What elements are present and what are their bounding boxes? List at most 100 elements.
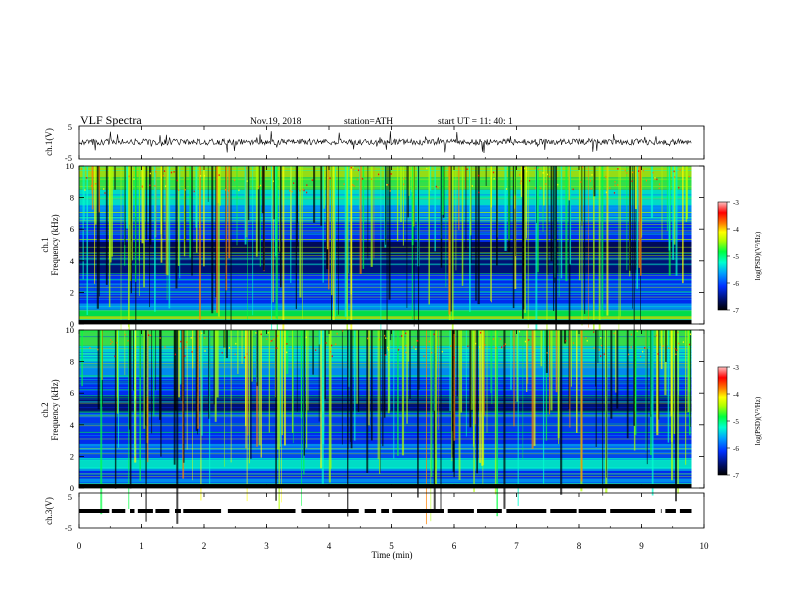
- spectrogram-streak: [682, 166, 684, 284]
- time-tick-label: 7: [514, 541, 519, 551]
- spectrogram-streak: [431, 330, 433, 477]
- ch1-waveform-trace: [78, 131, 692, 154]
- spectrogram-speck: [528, 180, 531, 182]
- spectrogram-speck: [585, 337, 587, 339]
- freq-tick-label: 6: [70, 388, 74, 398]
- spectrogram-streak: [349, 330, 351, 442]
- spectrogram-speck: [658, 187, 660, 190]
- spectrogram-speck: [593, 331, 595, 333]
- spectrogram-streak: [542, 166, 544, 232]
- freq-tick-label: 2: [70, 451, 74, 461]
- spectrogram-streak: [247, 330, 249, 436]
- spectrogram-streak: [666, 166, 668, 231]
- spectrogram-streak: [545, 330, 548, 441]
- spectrogram-streak: [633, 330, 636, 426]
- time-tick-label: 1: [139, 541, 144, 551]
- spectrogram-speck: [155, 170, 157, 173]
- spectrogram-streak: [200, 330, 202, 501]
- spectrogram-streak: [685, 330, 687, 465]
- spectrogram-speck: [545, 183, 547, 185]
- spectrogram-streak: [128, 166, 130, 340]
- spectrogram-line: [79, 252, 692, 254]
- spectrogram-speck: [276, 347, 278, 349]
- spectrogram-streak: [543, 166, 545, 206]
- spectrogram-streak: [563, 330, 567, 344]
- spectrogram-streak: [451, 330, 453, 462]
- spectrogram-streak: [451, 330, 454, 432]
- spectrogram-streak: [688, 330, 691, 392]
- spectrogram-speck: [315, 349, 317, 352]
- spectrogram-speck: [492, 338, 495, 340]
- spectrogram-speck: [159, 337, 161, 339]
- time-axis-label: Time (min): [372, 550, 413, 560]
- spectrogram-speck: [185, 346, 187, 348]
- spectrogram-band: [79, 273, 692, 283]
- spectrogram-streak: [141, 166, 144, 244]
- spectrogram-speck: [654, 176, 656, 179]
- ch2-colorbar: -3 -4 -5 -6 -7 log(PSD)(V²/Hz): [717, 364, 762, 480]
- spectrogram-speck: [593, 346, 595, 349]
- spectrogram-speck: [688, 343, 691, 346]
- spectrogram-streak: [248, 330, 250, 464]
- spectrogram-streak: [334, 166, 336, 317]
- spectrogram-streak: [236, 166, 238, 246]
- station-label: station=ATH: [344, 117, 393, 127]
- spectrogram-streak: [380, 166, 382, 348]
- spectrogram-streak: [554, 166, 556, 283]
- ch3-waveform-gap: [473, 509, 478, 513]
- spectrogram-streak: [385, 166, 387, 245]
- spectrogram-streak: [216, 166, 218, 313]
- spectrogram-streak: [370, 330, 373, 441]
- spectrogram-streak: [300, 330, 303, 419]
- spectrogram-streak: [116, 330, 118, 398]
- spectrogram-speck: [403, 183, 405, 186]
- spectrogram-streak: [209, 330, 211, 485]
- freq-tick-label: 10: [66, 325, 75, 335]
- spectrogram-speck: [103, 188, 105, 190]
- spectrogram-speck: [352, 166, 354, 168]
- spectrogram-speck: [133, 178, 135, 180]
- spectrogram-speck: [609, 187, 611, 189]
- spectrogram-speck: [475, 342, 477, 345]
- spectrogram-speck: [84, 189, 86, 191]
- spectrogram-streak: [166, 166, 169, 276]
- spectrogram-streak: [386, 166, 388, 357]
- ch3-waveform-gap: [388, 509, 393, 513]
- spectrogram-streak: [94, 166, 97, 225]
- spectrogram-line: [79, 255, 692, 257]
- spectrogram-streak: [514, 166, 517, 196]
- spectrogram-line: [79, 423, 692, 425]
- spectrogram-speck: [428, 340, 430, 343]
- spectrogram-line: [79, 425, 692, 427]
- spectrogram-streak: [690, 330, 691, 427]
- spectrogram-streak: [272, 166, 274, 303]
- spectrogram-speck: [674, 347, 676, 350]
- ch3-waveform-gap: [152, 509, 156, 513]
- time-tick-label: 8: [577, 541, 582, 551]
- spectrogram-speck: [405, 351, 407, 354]
- spectrogram-streak: [318, 330, 321, 345]
- spectrogram-speck: [378, 338, 381, 341]
- spectrogram-streak: [186, 330, 188, 450]
- spectrogram-streak: [135, 166, 137, 217]
- ch3-waveform-gap: [606, 509, 611, 513]
- spectrogram-speck: [127, 339, 129, 342]
- spectrogram-speck: [204, 350, 206, 352]
- colorbar-tick-label: -7: [733, 472, 739, 480]
- spectrogram-streak: [433, 330, 435, 411]
- spectrogram-streak: [257, 166, 260, 251]
- spectrogram-streak: [331, 166, 333, 296]
- spectrogram-streak: [182, 330, 185, 479]
- spectrogram-streak: [203, 166, 205, 267]
- spectrogram-speck: [677, 331, 679, 334]
- spectrogram-streak: [320, 330, 323, 469]
- spectrogram-streak: [198, 166, 201, 322]
- spectrogram-speck: [678, 186, 680, 189]
- freq-tick-label: 0: [70, 319, 74, 329]
- freq-tick-label: 10: [66, 161, 75, 171]
- spectrogram-speck: [306, 184, 308, 186]
- spectrogram-speck: [370, 178, 373, 180]
- ch3-waveform-gap: [180, 509, 184, 513]
- spectrogram-streak: [531, 330, 534, 449]
- spectrogram-speck: [636, 330, 638, 332]
